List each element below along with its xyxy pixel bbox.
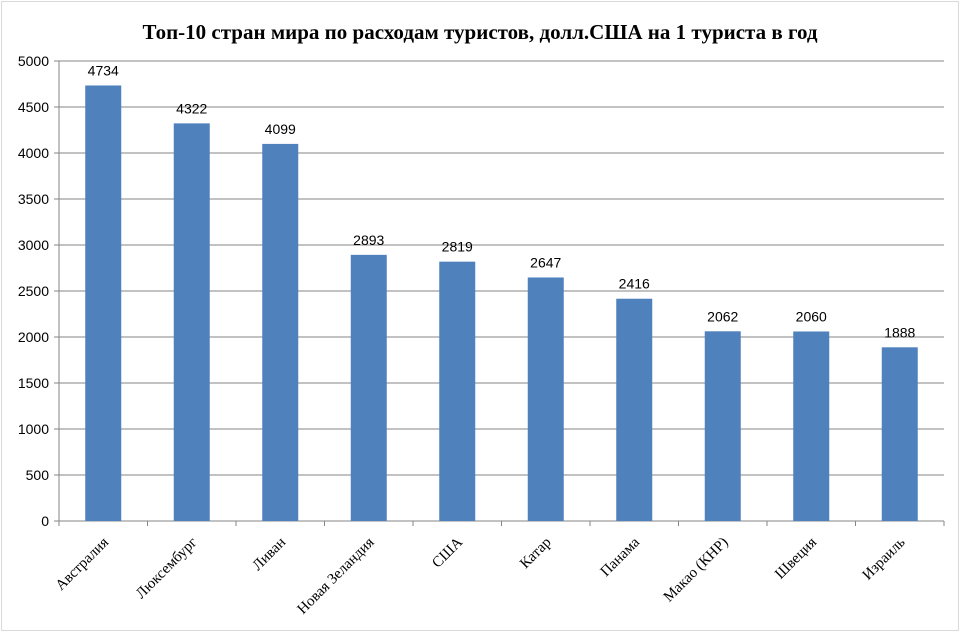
y-tick-label: 500: [26, 467, 50, 483]
bar: [350, 254, 387, 521]
data-label: 2647: [530, 254, 561, 270]
bars: [85, 85, 918, 522]
data-label: 1888: [884, 324, 915, 340]
bar: [793, 331, 830, 521]
y-tick-label: 5000: [18, 53, 49, 69]
category-label: США: [429, 534, 466, 571]
chart-title: Топ-10 стран мира по расходам туристов, …: [142, 20, 818, 44]
category-label: Ливан: [250, 535, 289, 574]
category-label: Австралия: [53, 534, 112, 593]
bar: [262, 143, 299, 521]
category-label: Израиль: [860, 534, 909, 583]
category-label: Новая Зеландия: [295, 534, 378, 617]
data-label: 2416: [619, 276, 650, 292]
data-label: 2062: [707, 308, 738, 324]
bar: [85, 85, 122, 522]
y-tick-label: 3500: [18, 191, 49, 207]
data-label: 2893: [353, 232, 384, 248]
y-tick-label: 4500: [18, 99, 49, 115]
bar: [704, 331, 741, 521]
y-tick-label: 2000: [18, 329, 49, 345]
category-label: Швеция: [772, 534, 820, 582]
bar: [881, 347, 918, 521]
y-tick-label: 2500: [18, 283, 49, 299]
y-tick-label: 4000: [18, 145, 49, 161]
bar: [616, 298, 653, 521]
data-label: 4734: [88, 62, 119, 78]
data-label: 2819: [442, 239, 473, 255]
bar: [439, 261, 476, 521]
y-tick-label: 3000: [18, 237, 49, 253]
category-label: Макао (КНР): [661, 535, 732, 606]
data-label: 2060: [796, 308, 827, 324]
y-tick-label: 1000: [18, 421, 49, 437]
category-label: Катар: [517, 535, 554, 572]
bar: [527, 277, 564, 521]
data-label: 4099: [265, 121, 296, 137]
category-label: Люксембург: [133, 535, 201, 603]
y-tick-label: 1500: [18, 375, 49, 391]
category-label: Панама: [598, 534, 644, 580]
y-tick-label: 0: [41, 513, 49, 529]
data-label: 4322: [176, 100, 207, 116]
bar: [173, 123, 210, 521]
